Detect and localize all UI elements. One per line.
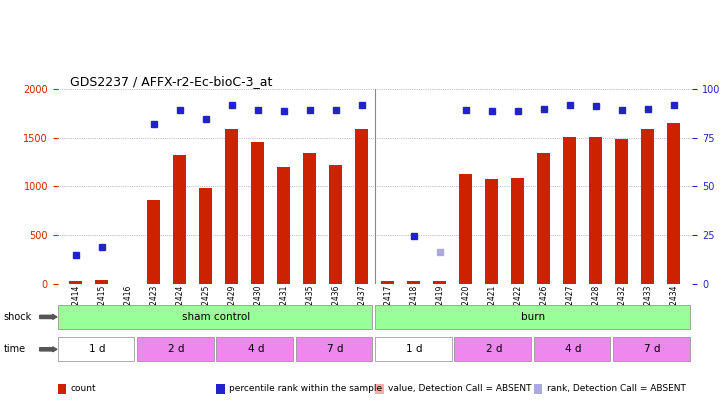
- Bar: [563, 137, 577, 284]
- Bar: [485, 179, 498, 284]
- Text: burn: burn: [521, 312, 546, 322]
- FancyBboxPatch shape: [375, 337, 451, 361]
- Text: rank, Detection Call = ABSENT: rank, Detection Call = ABSENT: [547, 384, 686, 393]
- Text: count: count: [71, 384, 97, 393]
- Bar: [173, 155, 187, 284]
- Bar: [407, 281, 420, 283]
- Text: GDS2237 / AFFX-r2-Ec-bioC-3_at: GDS2237 / AFFX-r2-Ec-bioC-3_at: [71, 75, 273, 88]
- Bar: [537, 153, 550, 284]
- Text: shock: shock: [4, 312, 32, 322]
- Text: 7 d: 7 d: [645, 344, 660, 354]
- FancyBboxPatch shape: [375, 305, 689, 329]
- Text: time: time: [4, 344, 26, 354]
- FancyBboxPatch shape: [216, 337, 293, 361]
- FancyBboxPatch shape: [613, 337, 689, 361]
- Text: 1 d: 1 d: [89, 344, 105, 354]
- Bar: [95, 279, 108, 284]
- FancyBboxPatch shape: [58, 337, 134, 361]
- Text: 4 d: 4 d: [565, 344, 581, 354]
- FancyBboxPatch shape: [454, 337, 531, 361]
- Bar: [642, 129, 655, 284]
- Text: 7 d: 7 d: [327, 344, 343, 354]
- Bar: [200, 188, 213, 284]
- Bar: [590, 137, 603, 284]
- FancyBboxPatch shape: [137, 337, 213, 361]
- Text: 2 d: 2 d: [486, 344, 502, 354]
- Text: value, Detection Call = ABSENT: value, Detection Call = ABSENT: [388, 384, 531, 393]
- Text: 1 d: 1 d: [407, 344, 423, 354]
- Bar: [433, 281, 446, 283]
- Bar: [329, 165, 342, 284]
- Bar: [304, 153, 317, 284]
- Bar: [69, 281, 82, 283]
- FancyBboxPatch shape: [534, 337, 610, 361]
- Bar: [381, 281, 394, 283]
- Bar: [147, 200, 160, 284]
- Bar: [278, 167, 291, 284]
- Text: 4 d: 4 d: [248, 344, 264, 354]
- Bar: [668, 123, 681, 284]
- Bar: [511, 177, 524, 284]
- Bar: [226, 129, 239, 284]
- Text: sham control: sham control: [182, 312, 250, 322]
- FancyBboxPatch shape: [58, 305, 372, 329]
- Bar: [252, 142, 265, 284]
- FancyBboxPatch shape: [296, 337, 372, 361]
- Text: percentile rank within the sample: percentile rank within the sample: [229, 384, 382, 393]
- Text: 2 d: 2 d: [169, 344, 185, 354]
- Bar: [459, 174, 472, 284]
- Bar: [616, 139, 629, 284]
- Bar: [355, 129, 368, 284]
